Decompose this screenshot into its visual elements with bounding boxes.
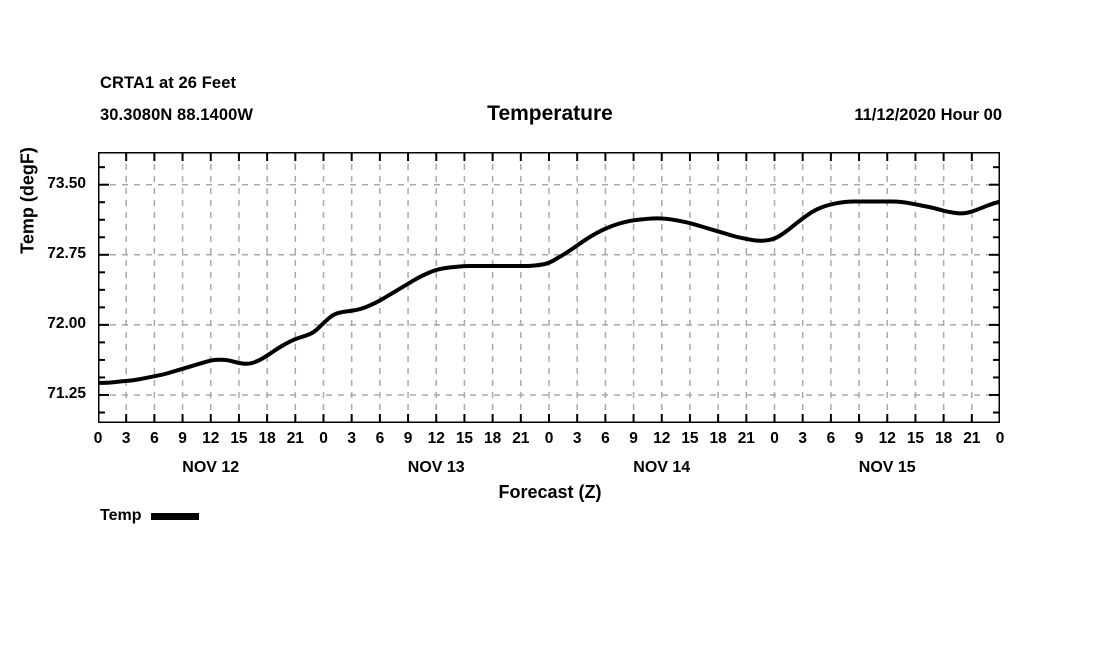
x-axis-title: Forecast (Z) [498, 482, 602, 502]
x-axis-day-label: NOV 14 [633, 459, 691, 476]
x-axis-tick-label: 0 [770, 430, 779, 447]
model-run-timestamp: 11/12/2020 Hour 00 [854, 106, 1002, 124]
x-axis-tick-label: 3 [121, 430, 131, 447]
x-axis-tick-label: 9 [178, 430, 187, 447]
x-axis-tick-label: 9 [403, 430, 413, 447]
legend-item-label: Temp [100, 507, 142, 524]
chart-title: Temperature [487, 102, 613, 125]
y-axis-tick-label: 72.00 [47, 314, 86, 332]
x-axis-tick-label: 3 [347, 430, 356, 447]
x-axis-tick-label: 6 [826, 430, 836, 447]
x-axis-tick-label: 15 [906, 430, 925, 447]
x-axis-tick-label: 9 [629, 430, 638, 447]
x-axis-tick-label: 3 [798, 430, 807, 447]
x-axis-tick-label: 12 [202, 430, 220, 447]
x-axis-tick-label: 0 [544, 430, 554, 447]
x-axis-tick-label: 15 [230, 430, 248, 447]
x-axis-tick-label: 9 [854, 430, 864, 447]
y-axis-tick-label: 72.75 [47, 244, 86, 262]
x-axis-tick-label: 18 [484, 430, 502, 447]
x-axis-tick-label: 12 [878, 430, 896, 447]
station-label: CRTA1 at 26 Feet [100, 74, 237, 92]
y-axis-tick-label: 71.25 [47, 384, 86, 402]
x-axis-tick-label: 21 [286, 430, 304, 447]
x-axis-tick-label: 12 [653, 430, 671, 447]
legend: Temp [100, 507, 200, 524]
x-axis-tick-label: 21 [963, 430, 981, 447]
x-axis-tick-label: 18 [935, 430, 953, 447]
x-axis-day-label: NOV 13 [407, 459, 465, 476]
legend-line-swatch-icon [151, 512, 200, 520]
temperature-series-line [98, 199, 1000, 385]
x-axis-tick-label: 18 [258, 430, 276, 447]
x-axis-tick-label: 6 [150, 430, 159, 447]
x-axis-tick-label: 6 [601, 430, 610, 447]
gridlines [98, 152, 1000, 423]
x-axis-tick-label: 21 [737, 430, 755, 447]
x-axis-tick-label: 6 [375, 430, 385, 447]
x-axis-tick-label: 18 [709, 430, 727, 447]
x-axis-tick-label: 0 [93, 430, 103, 447]
x-axis-tick-label: 0 [995, 430, 1005, 447]
plot-svg [98, 152, 1000, 423]
x-axis-tick-label: 12 [427, 430, 445, 447]
x-axis-tick-label: 21 [512, 430, 530, 447]
y-axis-tick-label: 73.50 [47, 174, 86, 192]
station-coordinates: 30.3080N 88.1400W [100, 106, 254, 124]
x-axis-day-label: NOV 12 [182, 459, 240, 476]
y-axis-title: Temp (degF) [17, 147, 38, 254]
plot-area [98, 152, 1000, 423]
x-axis-tick-label: 15 [681, 430, 699, 447]
x-axis-tick-label: 15 [455, 430, 474, 447]
x-axis-tick-label: 3 [572, 430, 582, 447]
x-axis-tick-label: 0 [319, 430, 328, 447]
x-axis-day-label: NOV 15 [858, 459, 916, 476]
